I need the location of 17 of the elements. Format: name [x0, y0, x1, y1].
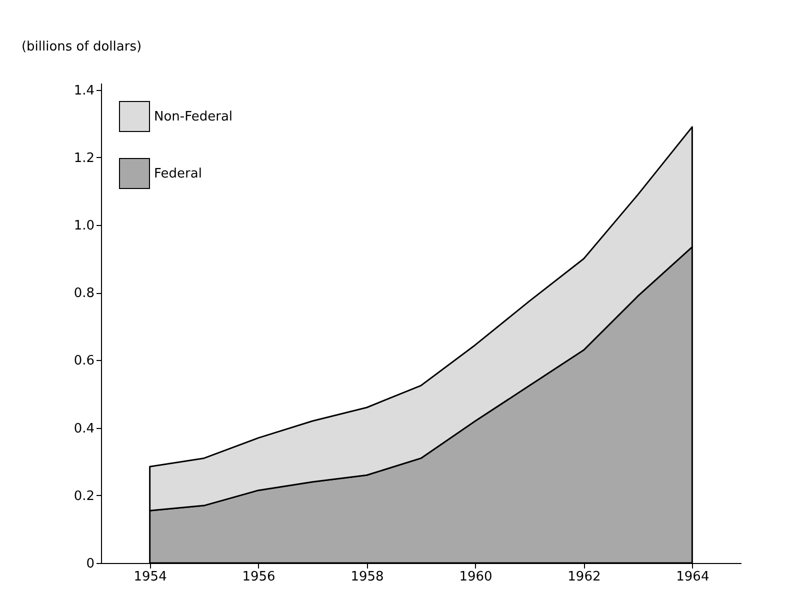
y-axis-title: (billions of dollars): [21, 40, 142, 54]
y-tick-label: 1.2: [74, 150, 94, 166]
legend-label: Federal: [154, 166, 202, 182]
y-tick-label: 0.2: [74, 488, 94, 504]
y-tick-label: 0.6: [74, 354, 94, 369]
y-tick-label: 0.4: [74, 421, 94, 436]
x-tick-label: 1960: [459, 570, 492, 584]
x-tick-label: 1954: [134, 570, 167, 584]
y-tick-label: 1.4: [74, 83, 94, 98]
y-tick-label: 1.0: [74, 218, 94, 234]
y-tick-label: 0: [86, 556, 94, 572]
x-tick-label: 1956: [242, 570, 276, 584]
y-tick-label: 0.8: [74, 286, 94, 302]
legend-label: Non-Federal: [154, 110, 233, 124]
x-tick-label: 1962: [568, 570, 601, 584]
x-tick-label: 1958: [350, 570, 384, 584]
x-tick-label: 1964: [676, 570, 710, 584]
